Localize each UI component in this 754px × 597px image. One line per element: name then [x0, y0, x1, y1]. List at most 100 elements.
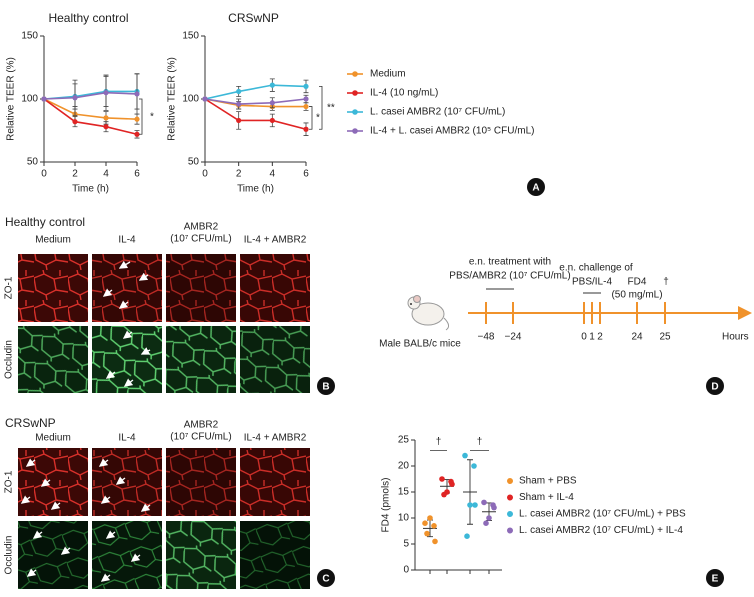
- timeline-arrow: [738, 306, 752, 320]
- panel-label-badge: [317, 569, 335, 587]
- micrograph: [18, 326, 88, 393]
- micrograph: [166, 254, 236, 322]
- column-label: AMBR2: [184, 420, 219, 431]
- arrow: [40, 478, 51, 487]
- series-line: [43, 98, 138, 120]
- challenge-label: PBS/IL-4: [572, 277, 612, 288]
- arrow: [102, 288, 113, 297]
- micrograph-shade: [240, 326, 310, 393]
- x-axis-label: Time (h): [237, 184, 274, 195]
- series-line: [43, 98, 138, 136]
- panel-title: CRSwNP: [5, 416, 56, 430]
- legend-label: Sham + IL-4: [519, 492, 574, 503]
- y-tick-label: 100: [21, 94, 38, 105]
- treatment-label: e.n. treatment with: [469, 257, 551, 268]
- timeline-tick-label: 25: [659, 332, 671, 343]
- point: [471, 463, 477, 469]
- legend-label: L. casei AMBR2 (10⁷ CFU/mL) + PBS: [519, 509, 686, 520]
- point: [303, 83, 309, 89]
- point: [269, 82, 275, 88]
- legend-marker: [352, 90, 358, 96]
- legend-marker: [507, 478, 513, 484]
- legend-label: L. casei AMBR2 (10⁷ CFU/mL) + IL-4: [519, 525, 683, 536]
- legend-marker: [352, 109, 358, 115]
- point: [303, 96, 309, 102]
- point: [134, 116, 140, 122]
- chart-title: CRSwNP: [228, 11, 279, 25]
- legend-label: L. casei AMBR2 (10⁷ CFU/mL): [370, 107, 505, 118]
- series-line: [204, 98, 307, 131]
- arrow: [32, 530, 43, 539]
- significance-mark: *: [150, 111, 154, 122]
- x-tick-label: 2: [72, 169, 78, 180]
- chart-title: Healthy control: [48, 11, 128, 25]
- point: [103, 90, 109, 96]
- x-tick-label: 6: [303, 169, 309, 180]
- micrograph: [166, 326, 236, 393]
- arrow: [25, 458, 36, 467]
- series-line: [204, 84, 307, 100]
- arrow: [50, 501, 61, 510]
- point: [486, 515, 492, 521]
- arrow: [60, 546, 71, 555]
- x-tick-label: 2: [236, 169, 242, 180]
- arrow: [138, 272, 149, 281]
- y-tick-label: 150: [21, 31, 38, 42]
- point: [236, 88, 242, 95]
- legend-label: Medium: [370, 69, 406, 80]
- legend-label: Sham + PBS: [519, 476, 577, 487]
- arrow: [105, 370, 116, 379]
- y-axis-label: FD4 (pmols): [381, 477, 392, 532]
- treatment-label: PBS/AMBR2 (10⁷ CFU/mL): [449, 271, 570, 282]
- y-tick-label: 0: [403, 565, 409, 576]
- legend-marker: [507, 511, 513, 517]
- point: [424, 530, 430, 537]
- challenge-label: e.n. challenge of: [559, 263, 633, 274]
- micrograph-shade: [240, 254, 310, 322]
- point: [472, 502, 478, 508]
- arrow: [140, 347, 151, 355]
- micrograph: [166, 521, 236, 589]
- point: [72, 119, 78, 125]
- row-label: Occludin: [4, 536, 15, 575]
- micrograph: [166, 448, 236, 516]
- y-axis-label: Relative TEER (%): [167, 57, 178, 141]
- timeline-tick-label: 2: [597, 332, 603, 343]
- point: [483, 520, 489, 526]
- point: [103, 115, 109, 121]
- panel-label: B: [322, 382, 329, 393]
- significance-mark: *: [316, 113, 320, 124]
- timeline-tick-label: 1: [589, 332, 595, 343]
- micrograph-shade: [18, 326, 88, 393]
- panel-label-badge: [706, 569, 724, 587]
- point: [439, 476, 445, 482]
- micrograph-shade: [92, 448, 162, 516]
- panel-label: E: [712, 574, 719, 585]
- row-label: Occludin: [4, 340, 15, 379]
- micrograph-shade: [166, 521, 236, 589]
- y-tick-label: 15: [398, 487, 410, 498]
- x-axis-label: Time (h): [72, 184, 109, 195]
- significance-mark: †: [436, 437, 442, 448]
- arrow: [115, 476, 126, 485]
- point: [462, 452, 468, 459]
- column-label: IL-4 + AMBR2: [244, 235, 307, 246]
- point: [481, 499, 487, 506]
- fd4-label: FD4: [628, 277, 647, 288]
- timeline-tick-label: 0: [581, 332, 587, 343]
- y-tick-label: 10: [398, 513, 410, 524]
- point: [269, 117, 275, 124]
- arrow: [130, 553, 141, 562]
- y-tick-label: 50: [27, 157, 39, 168]
- micrograph: [240, 521, 310, 589]
- point: [422, 520, 428, 526]
- legend-label: IL-4 + L. casei AMBR2 (10⁵ CFU/mL): [370, 126, 534, 137]
- point: [427, 515, 433, 521]
- panel-label: A: [532, 183, 539, 194]
- sacrifice-mark: †: [663, 277, 669, 288]
- point: [303, 126, 309, 132]
- arrow: [140, 503, 151, 512]
- point: [72, 95, 78, 101]
- arrow: [26, 568, 37, 577]
- fd4-label: (50 mg/mL): [611, 290, 662, 301]
